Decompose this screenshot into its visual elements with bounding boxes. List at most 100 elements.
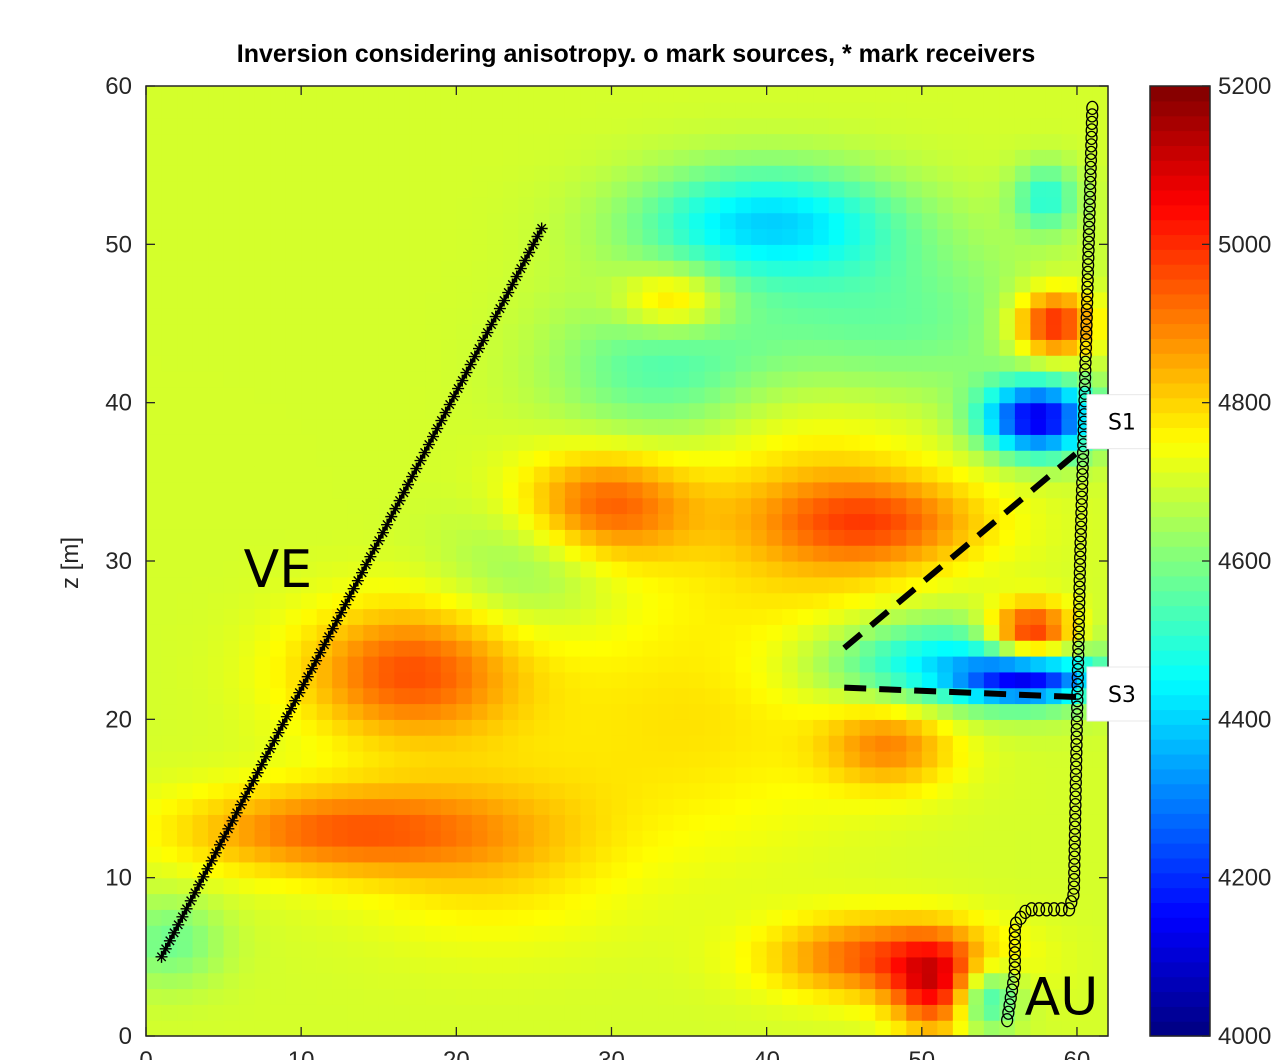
heatmap-cell	[595, 291, 613, 309]
heatmap-cell	[937, 529, 954, 546]
heatmap-cell	[704, 956, 721, 974]
heatmap-cell	[440, 719, 457, 736]
heatmap-cell	[983, 735, 1000, 752]
heatmap-cell	[440, 782, 457, 800]
heatmap-cell	[766, 561, 783, 578]
heatmap-cell	[409, 117, 426, 135]
heatmap-cell	[270, 877, 287, 895]
heatmap-cell	[409, 513, 426, 530]
heatmap-cell	[595, 355, 613, 372]
heatmap-cell	[254, 212, 271, 230]
heatmap-cell	[208, 307, 225, 325]
receiver-marker	[460, 366, 473, 379]
heatmap-cell	[502, 861, 519, 879]
heatmap-cell	[1045, 545, 1063, 562]
heatmap-cell	[999, 323, 1016, 340]
receiver-marker	[372, 534, 385, 547]
heatmap-cell	[177, 735, 194, 752]
heatmap-cell	[952, 624, 969, 641]
heatmap-cell	[983, 149, 1000, 166]
heatmap-cell	[782, 481, 799, 499]
heatmap-cell	[921, 656, 938, 673]
heatmap-cell	[378, 371, 395, 388]
heatmap-cell	[146, 703, 163, 720]
heatmap-cell	[363, 402, 380, 420]
heatmap-cell	[968, 956, 985, 974]
heatmap-cell	[952, 291, 969, 309]
heatmap-cell	[161, 814, 178, 831]
heatmap-cell	[689, 766, 706, 784]
heatmap-cell	[782, 434, 799, 451]
heatmap-cell	[658, 117, 675, 135]
heatmap-cell	[564, 402, 582, 420]
heatmap-cell	[409, 846, 426, 863]
heatmap-cell	[223, 86, 240, 103]
heatmap-cell	[937, 719, 954, 736]
heatmap-cell	[208, 101, 225, 119]
heatmap-cell	[580, 687, 597, 705]
heatmap-cell	[890, 339, 907, 356]
heatmap-cell	[875, 228, 892, 245]
heatmap-cell	[921, 181, 938, 198]
heatmap-cell	[890, 181, 907, 198]
heatmap-cell	[611, 165, 628, 182]
heatmap-cell	[254, 782, 271, 800]
heatmap-cell	[440, 212, 457, 230]
heatmap-cell	[859, 576, 876, 594]
heatmap-cell	[921, 941, 938, 958]
heatmap-cell	[239, 117, 256, 135]
source-marker	[1080, 295, 1094, 310]
source-marker	[1072, 640, 1085, 655]
heatmap-cell	[983, 861, 1000, 879]
heatmap-cell	[471, 101, 488, 119]
heatmap-cell	[813, 830, 830, 847]
heatmap-cell	[875, 893, 892, 910]
heatmap-cell	[332, 149, 349, 166]
heatmap-cell	[813, 1020, 830, 1037]
colorbar-segment	[1150, 115, 1210, 132]
heatmap-cell	[316, 1020, 333, 1037]
heatmap-cell	[797, 386, 814, 404]
heatmap-cell	[875, 529, 892, 546]
heatmap-cell	[595, 814, 613, 831]
heatmap-cell	[301, 371, 318, 388]
heatmap-cell	[642, 244, 659, 261]
heatmap-cell	[270, 355, 287, 372]
source-marker	[1070, 708, 1084, 723]
heatmap-cell	[766, 291, 783, 309]
source-marker	[1072, 648, 1085, 663]
heatmap-cell	[642, 956, 659, 974]
heatmap-cell	[704, 640, 721, 657]
heatmap-cell	[161, 196, 178, 214]
heatmap-cell	[595, 513, 613, 530]
heatmap-cell	[270, 1004, 287, 1021]
heatmap-cell	[378, 751, 395, 768]
heatmap-cell	[704, 735, 721, 752]
heatmap-cell	[208, 988, 225, 1005]
heatmap-cell	[999, 513, 1016, 530]
heatmap-cell	[921, 434, 938, 451]
heatmap-cell	[689, 814, 706, 831]
heatmap-cell	[797, 1004, 814, 1021]
heatmap-cell	[704, 86, 721, 103]
colorbar-segment	[1150, 1021, 1210, 1037]
heatmap-cell	[673, 561, 690, 578]
y-tick-label: 20	[105, 706, 132, 733]
heatmap-cell	[301, 941, 318, 958]
heatmap-cell	[906, 1020, 923, 1037]
heatmap-cell	[564, 735, 582, 752]
heatmap-cell	[1076, 276, 1094, 293]
heatmap-cell	[658, 782, 675, 800]
heatmap-cell	[921, 782, 938, 800]
heatmap-cell	[658, 703, 675, 720]
heatmap-cell	[394, 766, 411, 784]
heatmap-cell	[906, 513, 923, 530]
receiver-marker	[360, 558, 373, 571]
heatmap-cell	[782, 576, 799, 594]
heatmap-cell	[316, 212, 333, 230]
heatmap-cell	[270, 101, 287, 119]
heatmap-cell	[797, 339, 814, 356]
heatmap-cell	[689, 624, 706, 641]
heatmap-cell	[673, 86, 690, 103]
